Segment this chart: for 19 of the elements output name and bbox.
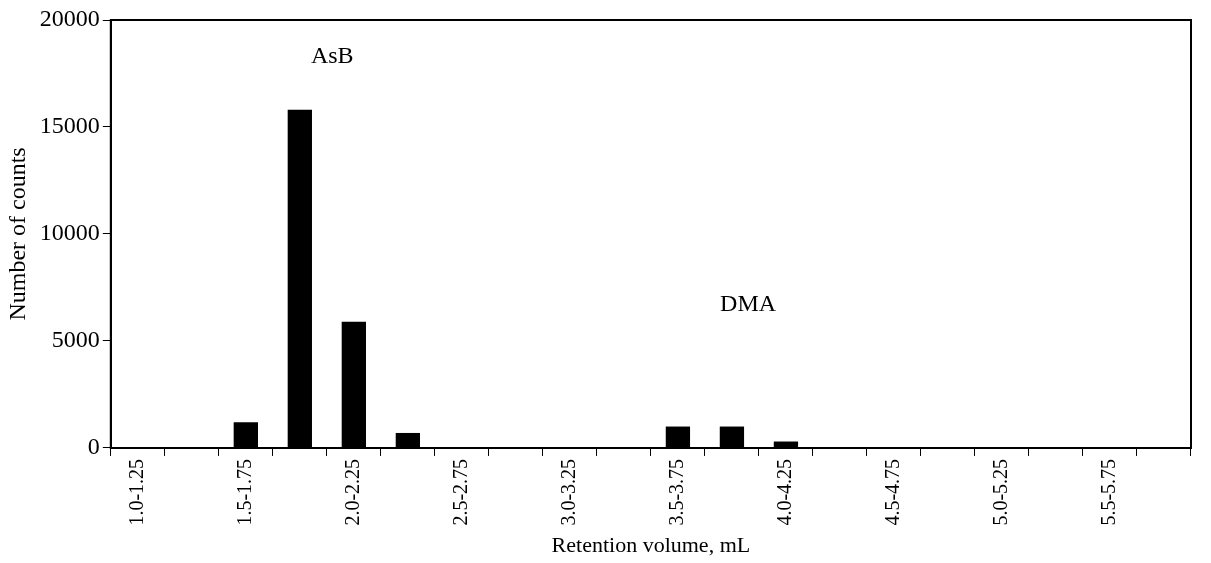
x-tick-label: 3.5-3.75 (665, 458, 688, 526)
x-tick-label: 1.0-1.25 (125, 458, 148, 526)
x-tick-label: 5.0-5.25 (989, 458, 1012, 526)
x-tick-label: 3.0-3.25 (557, 458, 580, 526)
y-tick-label: 0 (87, 433, 100, 460)
x-axis-title: Retention volume, mL (551, 531, 751, 557)
x-tick-label: 4.5-4.75 (881, 458, 904, 526)
y-tick-label: 20000 (39, 5, 100, 32)
x-tick-label: 2.0-2.25 (341, 458, 364, 526)
y-tick-label: 5000 (51, 326, 100, 353)
x-tick-label: 1.5-1.75 (233, 458, 256, 526)
x-tick-label: 5.5-5.75 (1097, 458, 1120, 526)
annotation: DMA (720, 290, 777, 316)
x-tick-label: 2.5-2.75 (449, 458, 472, 526)
y-tick-label: 15000 (39, 112, 100, 139)
x-tick-label: 4.0-4.25 (773, 458, 796, 526)
y-axis-title: Number of counts (3, 147, 30, 321)
annotation: AsB (310, 41, 354, 68)
y-tick-label: 10000 (39, 219, 100, 246)
